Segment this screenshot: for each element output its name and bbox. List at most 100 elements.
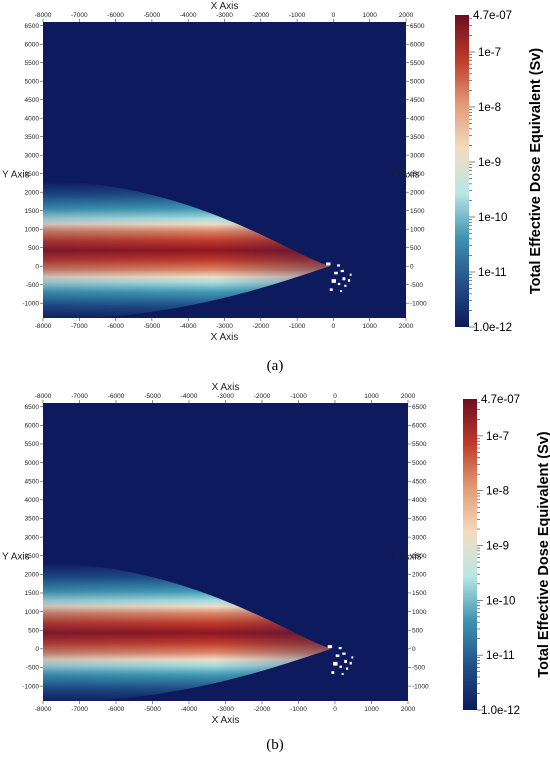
building-footprint [349,661,352,665]
y-axis-label-right: Y Axis [394,551,422,562]
building-footprint [340,269,344,273]
x-axis-label-top: X Axis [212,382,240,393]
x-tick-label-bottom: -1000 [289,323,306,330]
building-footprint [345,667,349,670]
y-tick-label-left: 1000 [25,226,40,233]
x-tick-label-top: -6000 [108,393,125,400]
building-footprint [342,277,346,281]
y-tick-label-right: 5000 [412,460,427,467]
colorbar-label: 1e-9 [478,157,501,169]
y-tick-label-right: 5500 [410,60,425,67]
y-tick-label-right: -500 [412,665,425,672]
y-tick-label-left: 6500 [25,23,40,30]
x-axis-label-bottom: X Axis [211,332,239,343]
x-tick-label-bottom: -4000 [181,706,198,713]
building-footprint [337,264,340,267]
y-tick-label-left: 6500 [25,404,40,411]
building-footprint [344,284,347,287]
y-tick-label-left: 2500 [25,553,40,560]
colorbar-min-label: 1.0e-12 [481,705,520,717]
y-tick-label-right: 3000 [410,152,425,159]
x-tick-label-top: -7000 [71,393,88,400]
x-tick-label-bottom: -8000 [35,706,52,713]
y-tick-label-left: 3500 [25,134,40,141]
building-footprint [351,656,354,659]
x-tick-label-top: -2000 [252,12,269,19]
x-tick-label-top: -8000 [35,12,52,19]
colorbar-max-label: 4.7e-07 [481,394,520,406]
y-axis-label-left: Y Axis [2,169,30,180]
x-tick-label-bottom: -7000 [71,706,88,713]
y-tick-label-right: 3500 [410,134,425,141]
y-tick-label-right: 1500 [412,590,427,597]
x-tick-label-bottom: -2000 [254,706,271,713]
y-tick-label-left: 6000 [25,423,40,430]
figure-panel-b: -8000 -8000 -7000 -7000 -6000 -6000 -5000 -5000… [0,382,550,766]
y-tick-label-left: 3000 [25,152,40,159]
x-tick-label-bottom: -5000 [144,323,161,330]
y-tick-label-right: 500 [410,245,421,252]
building-footprint [335,654,340,658]
x-tick-label-top: 1000 [364,393,379,400]
building-footprint [337,282,341,286]
colorbar-min-label: 1.0e-12 [473,322,512,334]
x-tick-label-top: -4000 [180,12,197,19]
building-footprint [327,645,333,649]
colorbar-label: 1e-8 [486,486,509,498]
y-tick-label-right: 5000 [410,78,425,85]
y-tick-label-right: 500 [412,627,423,634]
y-tick-label-right: -500 [410,282,423,289]
x-tick-label-bottom: 0 [333,706,337,713]
y-tick-label-left: 2000 [25,572,40,579]
y-tick-label-right: 1500 [410,208,425,215]
y-tick-label-left: -500 [26,282,39,289]
colorbar-max-label: 4.7e-07 [473,10,512,22]
x-tick-label-bottom: 0 [332,323,336,330]
y-tick-label-right: 6000 [410,41,425,48]
x-tick-label-bottom: 2000 [401,706,416,713]
y-tick-label-right: 1000 [410,226,425,233]
colorbar [463,399,477,710]
building-footprint [349,273,352,276]
x-tick-label-bottom: 1000 [362,323,377,330]
colorbar [455,15,469,327]
colorbar-label: 1e-7 [486,431,509,443]
x-tick-label-top: 1000 [362,12,377,19]
y-tick-label-left: 500 [28,627,39,634]
y-tick-label-left: 1000 [25,609,40,616]
colorbar-label: 1e-7 [478,47,501,59]
y-tick-label-right: 3500 [412,516,427,523]
y-tick-label-left: 1500 [25,590,40,597]
colorbar-label: 1e-8 [478,102,501,114]
building-footprint [339,290,343,293]
y-tick-label-left: 5500 [25,441,40,448]
y-tick-label-right: 4000 [410,115,425,122]
x-tick-label-bottom: -4000 [180,323,197,330]
y-tick-label-left: -1000 [22,300,39,307]
y-tick-label-right: 6000 [412,423,427,430]
building-footprint [326,262,331,266]
y-tick-label-right: 6500 [410,23,425,30]
y-tick-label-left: 1500 [25,208,40,215]
x-tick-label-top: 0 [332,12,336,19]
x-tick-label-bottom: -3000 [216,323,233,330]
y-tick-label-left: 4000 [25,497,40,504]
x-tick-label-top: -7000 [71,12,88,19]
y-tick-label-right: 5500 [412,441,427,448]
building-footprint [333,661,338,666]
x-tick-label-bottom: -5000 [144,706,161,713]
building-footprint [342,652,346,655]
caption-b: (b) [266,737,284,753]
x-tick-label-top: -1000 [290,393,307,400]
colorbar-label: 1e-10 [478,212,507,224]
x-tick-label-bottom: 2000 [399,323,414,330]
y-tick-label-right: 2000 [410,189,425,196]
x-tick-label-bottom: 1000 [364,706,379,713]
y-tick-label-left: 0 [35,263,39,270]
x-tick-label-bottom: -1000 [290,706,307,713]
y-tick-label-left: 5000 [25,460,40,467]
x-tick-label-top: -5000 [144,393,161,400]
dose-plume-shading [43,563,332,701]
colorbar-label: 1e-10 [486,595,515,607]
y-tick-label-right: -1000 [412,683,429,690]
